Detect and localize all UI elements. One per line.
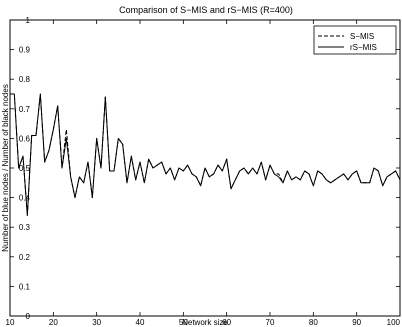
y-tick-label: 0.4	[19, 194, 31, 203]
y-tick-label: 0.1	[19, 282, 31, 291]
x-tick-label: 70	[266, 318, 275, 327]
y-axis-label: Number of blue nodes / Number of black n…	[1, 84, 10, 252]
y-tick-label: 0.3	[19, 223, 31, 232]
y-tick-label: 0	[26, 312, 31, 321]
x-tick-label: 90	[352, 318, 361, 327]
x-axis-ticks: 10 20 30 40 50 60 70 80 90 100	[6, 20, 401, 327]
y-tick-label: 0.7	[19, 105, 31, 114]
y-tick-label: 0.2	[19, 253, 31, 262]
x-tick-label: 50	[179, 318, 188, 327]
x-tick-label: 60	[222, 318, 231, 327]
legend-label: rS−MIS	[350, 43, 377, 52]
legend: S−MIS rS−MIS	[313, 25, 397, 55]
x-tick-label: 20	[49, 318, 58, 327]
x-tick-label: 10	[6, 318, 15, 327]
y-tick-label: 0.8	[19, 75, 31, 84]
x-axis-label: Network size	[182, 318, 228, 327]
y-tick-label: 1	[26, 16, 31, 25]
x-tick-label: 30	[92, 318, 101, 327]
series-line-1	[10, 93, 401, 216]
chart-title: Comparison of S−MIS and rS−MIS (R=400)	[119, 5, 293, 15]
x-tick-label: 80	[309, 318, 318, 327]
x-tick-label: 40	[136, 318, 145, 327]
y-tick-label: 0.5	[19, 164, 31, 173]
y-tick-label: 0.9	[19, 46, 31, 55]
y-axis-ticks: 0 0.1 0.2 0.3 0.4 0.5 0.6 0.7 0.8 0.9 1	[10, 16, 400, 321]
legend-label: S−MIS	[350, 32, 374, 41]
y-tick-label: 0.6	[19, 134, 31, 143]
series-lines	[10, 93, 401, 216]
x-tick-label: 100	[387, 318, 401, 327]
legend-box	[313, 25, 397, 55]
